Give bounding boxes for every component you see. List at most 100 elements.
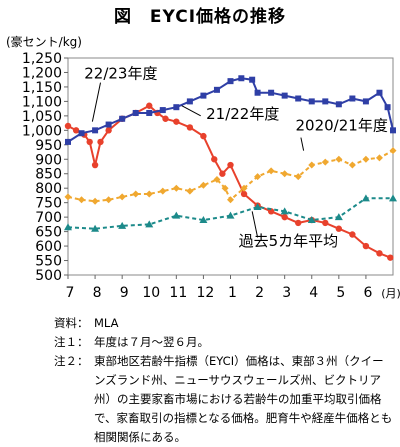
series-point <box>390 127 396 134</box>
y-tick-label: 800 <box>35 181 62 197</box>
series-point <box>254 89 261 96</box>
note-source: 資料： MLA <box>54 314 394 333</box>
x-axis-unit: (月) <box>381 287 400 300</box>
y-tick-label: 850 <box>35 167 62 183</box>
series-point <box>173 118 180 125</box>
y-tick-label: 900 <box>35 152 62 168</box>
series-point <box>172 184 180 192</box>
chart-title: 図 EYCI価格の推移 <box>113 7 287 27</box>
note-label: 注１： <box>54 335 89 349</box>
note-label: 注２： <box>54 354 89 368</box>
x-tick-label: 10 <box>142 285 160 301</box>
series-point <box>335 155 343 163</box>
series-point <box>105 196 113 204</box>
series-point <box>227 161 234 169</box>
x-tick-label: 8 <box>93 285 102 301</box>
note-text: MLA <box>94 316 119 330</box>
series-point <box>105 127 112 134</box>
y-tick-label: 1,200 <box>22 65 62 81</box>
annotation-leader <box>181 105 201 117</box>
y-tick-label: 700 <box>35 210 62 226</box>
x-tick-label: 1 <box>228 285 237 301</box>
series-point <box>348 161 356 169</box>
series-point <box>72 127 80 134</box>
series-point <box>199 181 207 189</box>
series-point <box>105 121 112 128</box>
series-point <box>307 216 316 224</box>
series-point <box>308 161 316 169</box>
series-point <box>64 122 72 130</box>
series-point <box>92 127 99 134</box>
notes-block: 資料： MLA 注１： 年度は７月～翌６月。 注２： 東部地区若齢牛指標（EYC… <box>54 314 394 447</box>
series-point <box>376 250 383 257</box>
series-point <box>86 138 93 146</box>
series-point <box>162 115 169 122</box>
series-point <box>334 213 343 221</box>
series-point <box>186 98 193 105</box>
series-point <box>240 184 248 192</box>
series-point <box>211 156 218 163</box>
x-tick-label: 6 <box>363 285 372 301</box>
series-point <box>91 224 100 232</box>
x-tick-label: 4 <box>309 285 318 301</box>
series-point <box>349 95 356 102</box>
x-tick-label: 11 <box>169 285 187 301</box>
series-point <box>240 190 248 198</box>
series-point <box>64 223 72 231</box>
y-tick-label: 500 <box>35 268 62 284</box>
series-point <box>118 193 126 201</box>
series-point <box>349 231 356 238</box>
note-text: 年度は７月～翌６月。 <box>94 335 209 349</box>
y-tick-label: 1,000 <box>22 123 62 139</box>
x-tick-label: 2 <box>255 285 264 301</box>
series-point <box>78 130 85 137</box>
series-point <box>172 211 181 219</box>
series-point <box>362 242 370 250</box>
series-point <box>281 92 288 99</box>
series-point <box>249 76 256 83</box>
y-tick-label: 1,150 <box>22 80 62 96</box>
series-point <box>294 173 302 181</box>
x-tick-label: 12 <box>197 285 215 301</box>
y-tick-label: 1,250 <box>22 51 62 67</box>
series-point <box>97 138 104 146</box>
y-tick-label: 550 <box>35 254 62 270</box>
y-tick-label: 950 <box>35 138 62 154</box>
series-point <box>199 216 208 224</box>
series-point <box>389 194 397 202</box>
note-text: 東部地区若齢牛指標（EYCI）価格は、東部３州（クイーンズランド州、ニューサウス… <box>94 354 393 444</box>
series-point <box>64 193 72 201</box>
series-point <box>376 89 383 96</box>
series-point <box>295 95 302 102</box>
series-point <box>213 176 221 184</box>
series-point <box>238 75 245 82</box>
annotation-leader <box>300 137 305 151</box>
series-point <box>362 155 370 163</box>
series-point <box>321 158 329 166</box>
y-tick-label: 1,100 <box>22 94 62 110</box>
series-point <box>280 207 289 215</box>
x-tick-label: 7 <box>66 285 75 301</box>
y-axis-unit-label: (豪セント/kg) <box>6 35 82 49</box>
series-point <box>361 194 370 202</box>
series-annotation: 2020/21年度 <box>296 116 388 134</box>
series-point <box>146 102 153 109</box>
series-annotation: 21/22年度 <box>206 105 279 123</box>
y-tick-label: 1,050 <box>22 109 62 125</box>
series-point <box>65 138 71 145</box>
y-tick-label: 600 <box>35 239 62 255</box>
series-point <box>145 190 153 198</box>
series-annotation: 22/23年度 <box>84 64 157 82</box>
series-line-2 <box>67 149 394 203</box>
series-point <box>362 98 369 105</box>
series-point <box>384 104 391 111</box>
series-point <box>173 104 180 111</box>
series-point <box>219 170 226 177</box>
series-point <box>213 86 220 93</box>
annotation-leader <box>251 211 259 238</box>
series-point <box>322 219 329 227</box>
note-1: 注１： 年度は７月～翌６月。 <box>54 333 394 352</box>
eyci-line-chart: 5005506006507007508008509009501,0001,050… <box>22 51 400 301</box>
series-annotation: 過去5カ年平均 <box>239 232 339 250</box>
series-point <box>159 187 167 195</box>
